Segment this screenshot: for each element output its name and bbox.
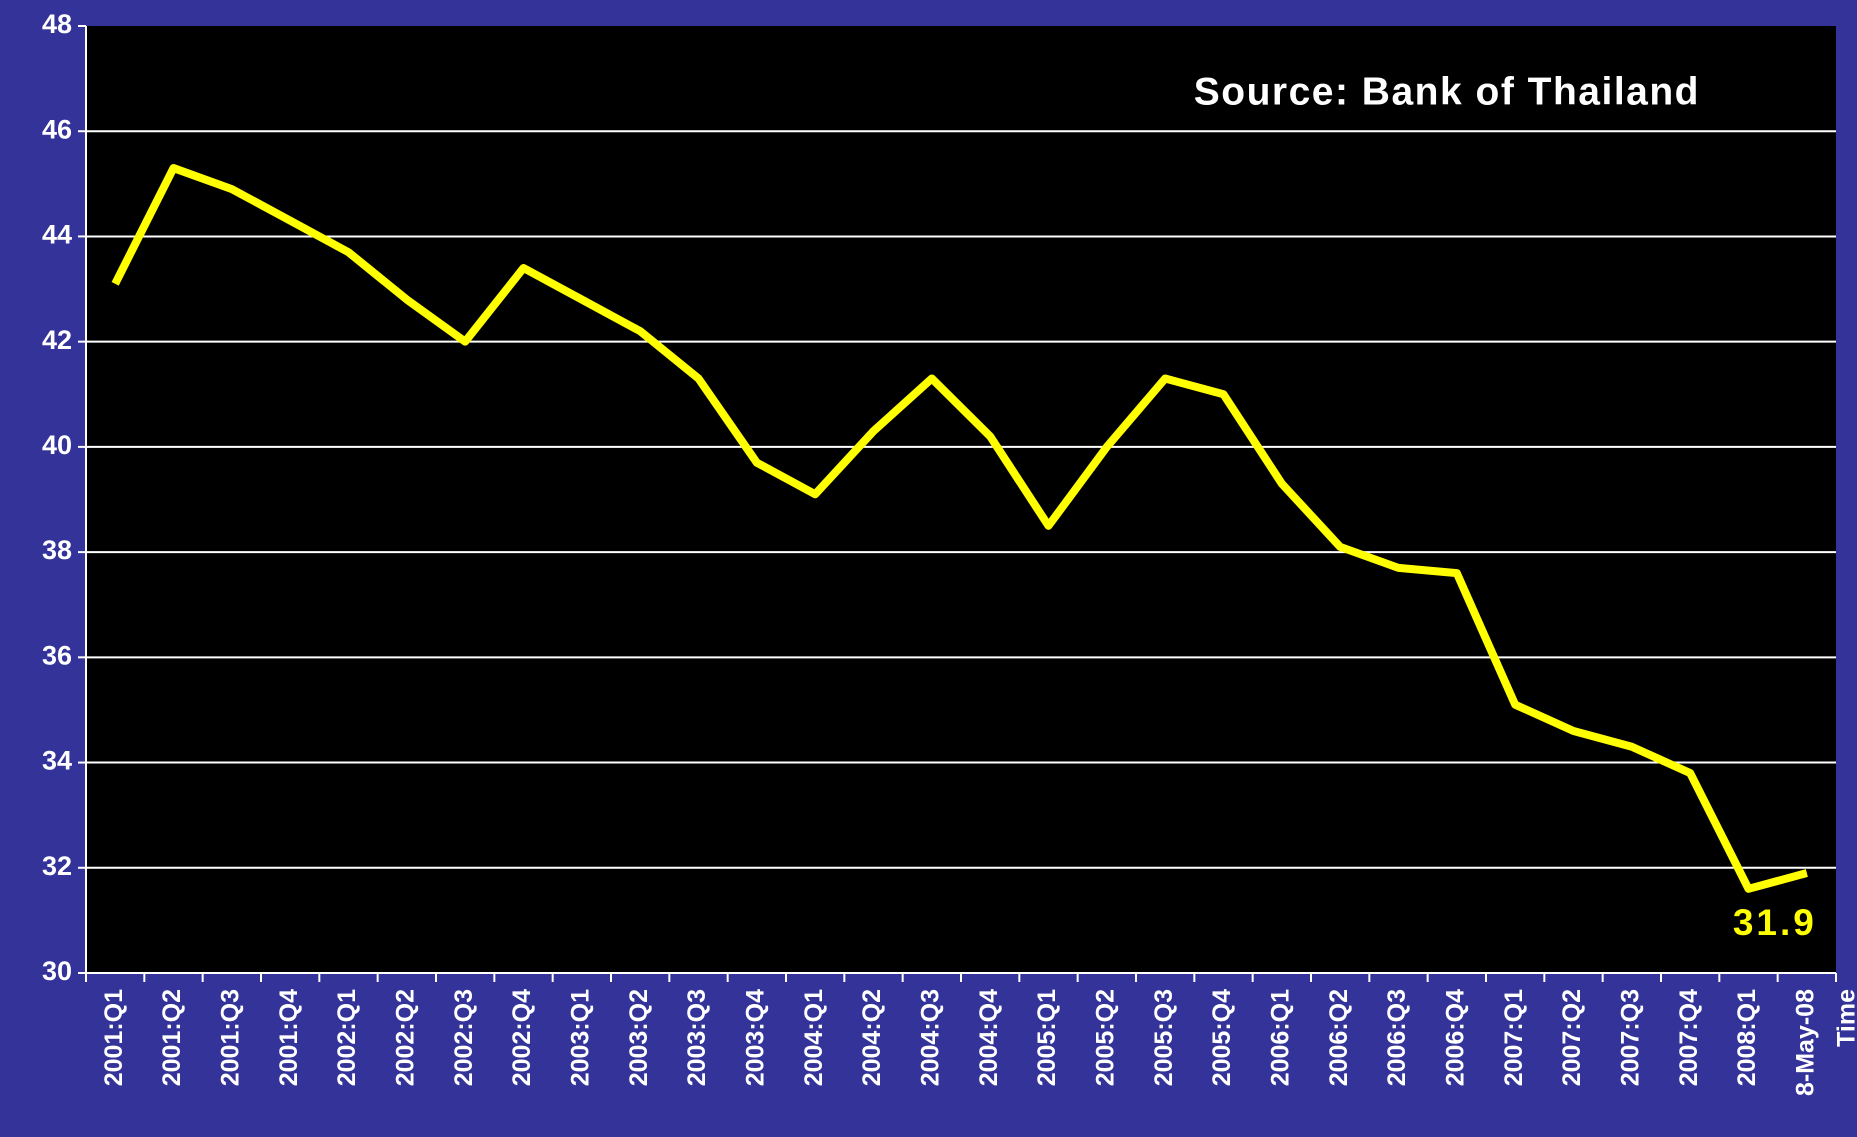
x-tick-label: 2006:Q3 [1383, 989, 1411, 1086]
x-tick-label: 8-May-08 [1791, 989, 1819, 1096]
x-tick-label: 2004:Q2 [858, 989, 886, 1086]
x-tick-label: 2004:Q3 [916, 989, 944, 1086]
x-tick-label: 2005:Q1 [1033, 989, 1061, 1086]
y-tick-label: 36 [42, 640, 72, 670]
x-tick-label: 2006:Q1 [1266, 989, 1294, 1086]
x-tick-label: 2006:Q2 [1325, 989, 1353, 1086]
x-tick-label: 2003:Q4 [741, 989, 769, 1086]
y-tick-label: 42 [42, 325, 72, 355]
x-tick-label: 2003:Q1 [566, 989, 594, 1086]
x-tick-label: 2007:Q2 [1558, 989, 1586, 1086]
x-axis-label: Time [1833, 989, 1857, 1047]
x-tick-label: 2008:Q1 [1733, 989, 1761, 1086]
x-tick-label: 2004:Q4 [975, 989, 1003, 1086]
x-tick-label: 2002:Q2 [391, 989, 419, 1086]
x-tick-label: 2001:Q4 [275, 989, 303, 1086]
x-tick-label: 2001:Q2 [158, 989, 186, 1086]
x-tick-label: 2006:Q4 [1441, 989, 1469, 1086]
x-tick-label: 2003:Q2 [625, 989, 653, 1086]
data-label: 31.9 [1733, 902, 1817, 943]
x-tick-label: 2007:Q3 [1616, 989, 1644, 1086]
y-tick-label: 40 [42, 430, 72, 460]
y-tick-label: 34 [42, 746, 72, 776]
x-tick-label: 2005:Q3 [1150, 989, 1178, 1086]
y-tick-label: 38 [42, 535, 72, 565]
x-tick-label: 2003:Q3 [683, 989, 711, 1086]
x-tick-label: 2007:Q4 [1675, 989, 1703, 1086]
y-tick-label: 48 [42, 9, 72, 39]
x-tick-label: 2002:Q4 [508, 989, 536, 1086]
x-tick-label: 2001:Q3 [216, 989, 244, 1086]
x-tick-label: 2001:Q1 [100, 989, 128, 1086]
y-tick-label: 46 [42, 114, 72, 144]
x-tick-label: 2004:Q1 [800, 989, 828, 1086]
x-tick-label: 2002:Q3 [450, 989, 478, 1086]
y-tick-label: 44 [42, 220, 72, 250]
x-tick-label: 2002:Q1 [333, 989, 361, 1086]
source-annotation: Source: Bank of Thailand [1194, 70, 1700, 113]
x-tick-label: 2005:Q4 [1208, 989, 1236, 1086]
y-tick-label: 30 [42, 956, 72, 986]
data-line [111, 164, 1808, 893]
plot-area [86, 26, 1836, 973]
x-tick-label: 2005:Q2 [1091, 989, 1119, 1086]
x-tick-label: 2007:Q1 [1500, 989, 1528, 1086]
y-tick-label: 32 [42, 851, 72, 881]
